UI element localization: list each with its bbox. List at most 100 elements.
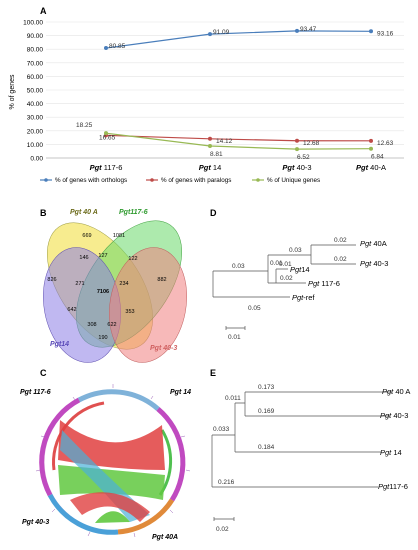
svg-text:Pgt 40A: Pgt 40A	[360, 239, 387, 248]
data-label: 6.84	[371, 154, 384, 161]
legend-label: % of genes with paralogs	[161, 177, 231, 184]
tree-d-leaf-40-3-strain: 40-3	[371, 259, 388, 268]
tree-e-bl-14: 0.184	[258, 444, 275, 451]
y-tick-label: 100.00	[23, 20, 43, 27]
tree-d-leaf-40-3-genus: Pgt	[360, 259, 372, 268]
svg-text:Pgt-ref: Pgt-ref	[292, 293, 315, 302]
series-line	[105, 30, 372, 49]
svg-text:Pgt117-6: Pgt117-6	[378, 482, 408, 491]
tree-e-bl-40-3: 0.169	[258, 408, 275, 415]
y-tick-label: 30.00	[27, 115, 44, 122]
svg-text:Pgt 14: Pgt 14	[380, 448, 402, 457]
data-label: 91.09	[213, 29, 230, 36]
data-label: 6.52	[297, 154, 310, 161]
series-line	[105, 134, 372, 142]
y-tick-label: 90.00	[27, 33, 44, 40]
y-axis-label: % of genes	[9, 74, 16, 110]
tree-d-bl-14: 0.01	[279, 261, 292, 268]
data-label: 14.12	[216, 138, 233, 145]
tree-d-leaf-40a-genus: Pgt	[360, 239, 372, 248]
legend-label: % of Unique genes	[267, 177, 320, 184]
data-label: 8.81	[210, 151, 223, 158]
x-tick-label: Pgt 40-3	[282, 163, 311, 172]
venn-count: 7106	[97, 289, 109, 295]
y-tick-label: 50.00	[27, 88, 44, 95]
tree-e-scale: 0.02	[216, 526, 229, 533]
tree-e-leaf-40a-strain: 40 A	[393, 387, 410, 396]
tree-e-branch-labels: 0.173 0.011 0.169 0.033 0.184 0.216 0.02	[213, 384, 275, 533]
tree-d-bl-root: 0.03	[232, 263, 245, 270]
tree-d-leaf-14-strain: 14	[301, 265, 309, 274]
tree-d-leaf-117-6-genus: Pgt	[308, 279, 320, 288]
venn-count: 271	[75, 281, 84, 287]
circos-label-117-6: Pgt 117-6	[20, 389, 51, 396]
svg-text:Pgt 40-3: Pgt 40-3	[360, 259, 388, 268]
tree-e-leaf-40-3-genus: Pgt	[380, 411, 392, 420]
y-tick-label: 70.00	[27, 60, 44, 67]
venn-count: 353	[125, 309, 134, 315]
data-point	[295, 147, 299, 152]
venn-count: 669	[82, 233, 91, 239]
y-tick-label: 0.00	[30, 156, 43, 163]
venn-count: 190	[98, 335, 107, 341]
venn-label-117-6: Pgt117-6	[119, 209, 148, 216]
panel-a-label: A	[40, 6, 47, 16]
data-point	[104, 46, 108, 51]
svg-text:Pgt14: Pgt14	[290, 265, 310, 274]
svg-text:Pgt 40-3: Pgt 40-3	[380, 411, 408, 420]
tree-d-leaf-40a-strain: 40A	[371, 239, 386, 248]
tree-d-leaf-14-genus: Pgt	[290, 265, 302, 274]
legend-marker	[256, 178, 260, 182]
venn-count: 882	[157, 277, 166, 283]
data-point	[369, 29, 373, 34]
data-point	[295, 28, 299, 33]
data-label: 12.68	[303, 140, 320, 147]
data-label: 93.16	[377, 30, 394, 37]
venn-label-40-3: Pgt 40-3	[150, 345, 177, 352]
tree-e-leaf-14-genus: Pgt	[380, 448, 392, 457]
venn-set-40-3	[108, 247, 188, 363]
phylogenetic-tree-d	[212, 244, 356, 330]
data-label: 18.25	[76, 122, 93, 129]
tree-e-leaf-40-3-strain: 40-3	[391, 411, 408, 420]
data-point	[208, 144, 212, 149]
x-tick-label: Pgt 40-A	[356, 163, 386, 172]
y-tick-label: 80.00	[27, 47, 44, 54]
tree-d-bl-clade: 0.03	[289, 247, 302, 254]
tree-e-bl-117-6: 0.216	[218, 479, 235, 486]
legend-label: % of genes with orthologs	[55, 177, 127, 184]
y-tick-label: 10.00	[27, 142, 44, 149]
tree-e-leaf-14-strain: 14	[391, 448, 401, 457]
svg-text:Pgt 117-6: Pgt 117-6	[308, 279, 340, 288]
tree-d-text: Pgt 40A Pgt 40-3 Pgt14 Pgt 117-6 Pgt-ref	[290, 239, 388, 302]
circos-plot: Pgt 117-6 Pgt 14 Pgt 40-3 Pgt 40A	[20, 384, 191, 541]
data-label: 93.47	[300, 26, 317, 33]
venn-count: 642	[67, 307, 76, 313]
svg-text:Pgt 40 A: Pgt 40 A	[382, 387, 410, 396]
panel-c-label: C	[40, 368, 47, 378]
panel-e-label: E	[210, 368, 216, 378]
x-tick-label: Pgt 14	[199, 163, 222, 172]
tree-d-leaf-ref-strain: -ref	[303, 293, 315, 302]
tree-d-bl-inner-a: 0.01	[270, 260, 283, 267]
panel-b-label: B	[40, 208, 47, 218]
circos-label-40a: Pgt 40A	[152, 534, 178, 541]
tree-e-bl-inner: 0.011	[225, 395, 241, 402]
legend-marker	[150, 178, 154, 182]
series-line	[105, 132, 372, 150]
venn-label-40a: Pgt 40 A	[70, 209, 98, 216]
legend-marker	[44, 178, 48, 182]
data-point	[369, 146, 373, 151]
phylogenetic-tree-e	[211, 391, 392, 521]
venn-count: 122	[128, 256, 137, 262]
tree-d-leaf-ref-genus: Pgt	[292, 293, 304, 302]
data-label: 16.65	[99, 134, 116, 141]
circos-label-14: Pgt 14	[170, 389, 191, 396]
y-tick-label: 20.00	[27, 128, 44, 135]
venn-count: 826	[47, 277, 56, 283]
tree-d-bl-40a: 0.02	[334, 237, 347, 244]
venn-count: 308	[87, 322, 96, 328]
tree-e-leaf-117-6-strain: 117-6	[389, 482, 408, 491]
data-point	[208, 32, 212, 37]
